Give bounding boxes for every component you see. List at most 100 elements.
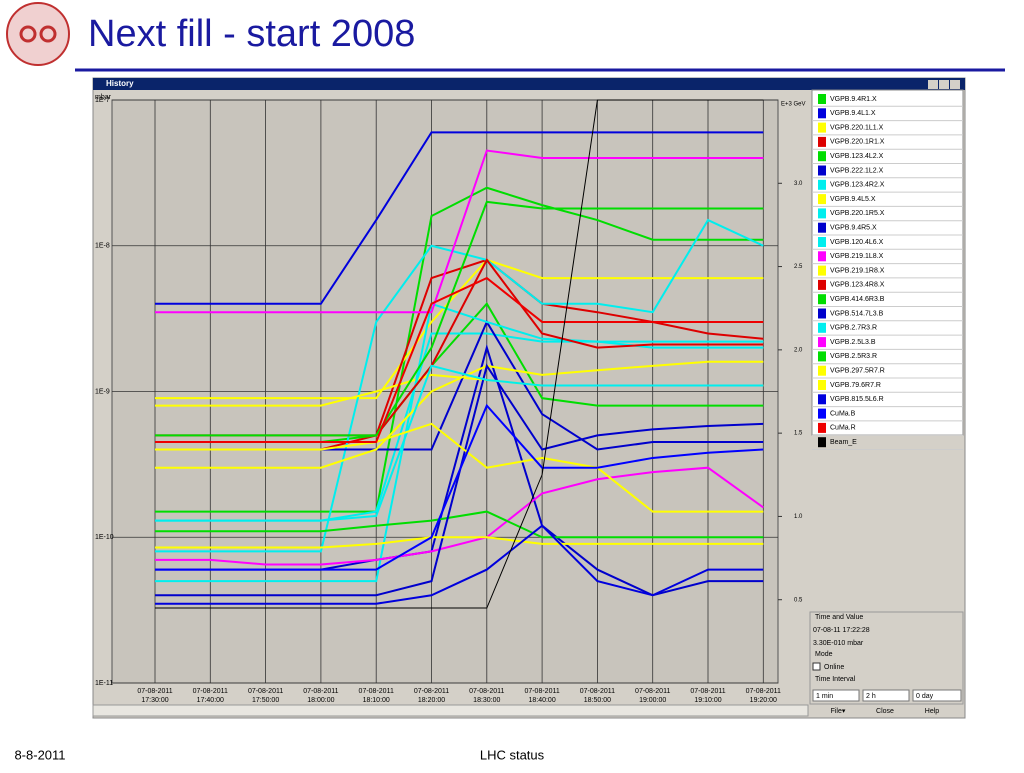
legend-swatch	[818, 279, 826, 290]
slide-title: Next fill - start 2008	[88, 13, 415, 55]
legend-entry[interactable]: VGPB.219.1R8.X	[830, 267, 885, 274]
legend-entry[interactable]: VGPB.2.5R3.R	[830, 353, 877, 360]
legend-entry[interactable]: VGPB.123.4L2.X	[830, 153, 884, 160]
x-tick-label: 17:50:00	[252, 697, 279, 704]
legend-swatch	[818, 437, 826, 448]
legend-swatch	[818, 322, 826, 333]
logo	[6, 2, 70, 66]
series-line	[155, 200, 764, 437]
x-tick-label: 18:30:00	[473, 697, 500, 704]
legend-swatch	[818, 136, 826, 147]
y2-tick-label: 2.0	[794, 347, 803, 353]
legend-entry[interactable]: CuMa.R	[830, 425, 856, 432]
legend-entry[interactable]: VGPB.123.4R8.X	[830, 282, 885, 289]
legend-swatch	[818, 237, 826, 247]
offset-value: 0 day	[916, 693, 934, 700]
online-checkbox[interactable]	[812, 662, 821, 671]
legend-swatch	[818, 394, 826, 405]
x-tick-label: 18:50:00	[584, 697, 611, 704]
x-tick-date: 07-08-2011	[414, 688, 449, 695]
panel-button[interactable]: Close	[876, 708, 894, 715]
legend-entry[interactable]: VGPB.123.4R2.X	[830, 182, 885, 189]
legend-swatch	[818, 251, 826, 262]
x-tick-label: 17:30:00	[141, 697, 168, 704]
legend-entry[interactable]: VGPB.297.5R7.R	[830, 368, 885, 375]
x-tick-date: 07-08-2011	[469, 688, 504, 695]
legend-swatch	[818, 108, 826, 119]
series-line	[155, 422, 764, 513]
legend-entry[interactable]: VGPB.79.6R7.R	[830, 382, 881, 389]
maximize[interactable]	[939, 80, 949, 89]
panel-heading: Time and Value	[815, 614, 863, 621]
legend-entry[interactable]: VGPB.219.1L8.X	[830, 253, 884, 260]
y-tick-label: 1E-10	[95, 534, 114, 541]
legend-swatch	[818, 94, 826, 104]
legend-swatch	[818, 179, 826, 190]
span-value: 2 h	[866, 693, 876, 700]
legend-entry[interactable]: VGPB.514.7L3.B	[830, 310, 884, 317]
x-tick-date: 07-08-2011	[193, 688, 228, 695]
x-tick-date: 07-08-2011	[690, 688, 725, 695]
series-line	[155, 403, 764, 571]
legend-entry[interactable]: VGPB.220.1R5.X	[830, 210, 885, 217]
minimize[interactable]	[928, 80, 938, 89]
step-value: 1 min	[816, 693, 833, 700]
legend-swatch	[818, 194, 826, 205]
offset-input[interactable]	[912, 689, 962, 702]
legend-swatch	[818, 294, 826, 305]
x-tick-date: 07-08-2011	[580, 688, 615, 695]
series-line	[155, 466, 764, 566]
series-line	[155, 186, 764, 513]
legend-swatch	[818, 308, 826, 319]
x-tick-label: 19:10:00	[694, 697, 721, 704]
title-bar	[93, 78, 965, 90]
x-tick-date: 07-08-2011	[137, 688, 172, 695]
legend-entry[interactable]: VGPB.220.1L1.X	[830, 124, 884, 131]
legend-swatch	[818, 365, 826, 376]
x-tick-label: 19:20:00	[750, 697, 777, 704]
legend-entry[interactable]: VGPB.220.1R1.X	[830, 139, 885, 146]
legend-entry[interactable]: VGPB.9.4L5.X	[830, 196, 876, 203]
x-tick-label: 18:20:00	[418, 697, 445, 704]
legend-entry[interactable]: VGPB.9.4L1.X	[830, 110, 876, 117]
y-tick-label: 1E-11	[95, 680, 113, 687]
x-tick-date: 07-08-2011	[524, 688, 559, 695]
legend-entry[interactable]: VGPB.2.7R3.R	[830, 325, 877, 332]
cursor-time: 07-08-11 17:22:28	[813, 627, 870, 634]
scrollbar[interactable]	[92, 704, 809, 717]
panel-heading: Mode	[815, 651, 833, 658]
panel-button[interactable]: Help	[925, 708, 940, 715]
panel-heading: Time Interval	[815, 676, 856, 683]
span-input[interactable]	[862, 689, 910, 702]
series-line	[155, 524, 764, 605]
legend-swatch	[818, 351, 826, 362]
y2-axis-label: E+3 GeV	[781, 102, 806, 108]
legend-swatch	[818, 151, 826, 162]
legend-entry[interactable]: VGPB.815.5L6.R	[830, 396, 884, 403]
y2-tick-label: 2.5	[794, 264, 803, 270]
legend-entry[interactable]: Beam_E	[830, 439, 857, 446]
checkbox-label: Online	[824, 664, 844, 671]
legend-entry[interactable]: CuMa.B	[830, 410, 856, 417]
legend-swatch	[818, 122, 826, 133]
close-window[interactable]	[950, 80, 960, 89]
x-tick-label: 18:40:00	[528, 697, 555, 704]
footer-center: LHC status	[480, 747, 545, 762]
legend-entry[interactable]: VGPB.120.4L6.X	[830, 239, 884, 246]
cursor-value: 3.30E-010 mbar	[813, 640, 864, 647]
x-tick-label: 17:40:00	[197, 697, 224, 704]
legend-entry[interactable]: VGPB.9.4R1.X	[830, 96, 877, 103]
legend-swatch	[818, 208, 826, 219]
window-controls	[928, 80, 960, 89]
x-tick-date: 07-08-2011	[746, 688, 781, 695]
legend-entry[interactable]: VGPB.2.5L3.B	[830, 339, 876, 346]
y-tick-label: 1E-8	[95, 243, 110, 250]
legend-entry[interactable]: VGPB.414.6R3.B	[830, 296, 885, 303]
legend-entry[interactable]: VGPB.9.4R5.X	[830, 225, 877, 232]
panel-button[interactable]: File▾	[831, 708, 846, 715]
step-input[interactable]	[812, 689, 860, 702]
legend-entry[interactable]: VGPB.222.1L2.X	[830, 167, 884, 174]
x-tick-date: 07-08-2011	[303, 688, 338, 695]
series-line	[155, 360, 764, 469]
